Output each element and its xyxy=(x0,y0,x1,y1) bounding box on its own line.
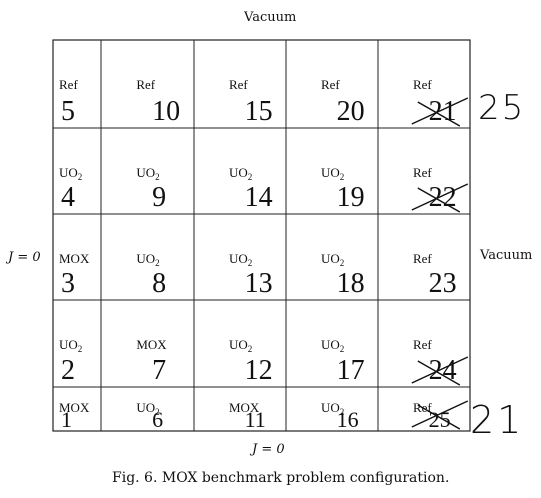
cell-material-label: UO2 xyxy=(136,251,159,268)
cross-out-stroke xyxy=(417,187,461,213)
cell-material-label: UO2 xyxy=(229,337,252,354)
cell-material-label: Ref xyxy=(136,77,155,92)
cell-material-label: UO2 xyxy=(59,165,82,182)
cell-material-label: Ref xyxy=(229,77,248,92)
cross-out-stroke xyxy=(411,97,469,125)
cross-out-stroke xyxy=(411,183,469,211)
grid-cell: MOX 3 xyxy=(59,251,90,299)
grid-cell: MOX 7 xyxy=(136,337,167,386)
handwritten-correction-top-right: 25 xyxy=(478,88,526,128)
cell-handwritten-number: 1 xyxy=(61,407,72,432)
figure-caption: Fig. 6. MOX benchmark problem configurat… xyxy=(112,470,450,486)
grid-cell: Ref 23 xyxy=(413,251,457,299)
cell-handwritten-number: 20 xyxy=(337,96,365,127)
cell-handwritten-number: 15 xyxy=(245,96,273,127)
cell-material-label: UO2 xyxy=(321,337,344,354)
cell-material-label: MOX xyxy=(136,337,167,352)
cell-handwritten-number: 14 xyxy=(245,182,273,213)
cross-out-stroke xyxy=(411,400,469,428)
cross-out-stroke xyxy=(411,356,469,384)
cell-handwritten-number: 10 xyxy=(152,96,180,127)
left-boundary-label: J = 0 xyxy=(8,250,41,265)
cell-material-label: UO2 xyxy=(229,251,252,268)
cell-material-label: Ref xyxy=(321,77,340,92)
cell-material-label: UO2 xyxy=(136,400,159,417)
cell-handwritten-number: 18 xyxy=(337,268,365,299)
cell-material-label: MOX xyxy=(229,400,260,415)
cell-material-label: Ref xyxy=(413,251,432,266)
cell-handwritten-number: 2 xyxy=(61,355,75,386)
cell-handwritten-number: 23 xyxy=(429,268,457,299)
cell-handwritten-number: 8 xyxy=(152,268,166,299)
cell-handwritten-number: 12 xyxy=(245,355,273,386)
grid-cell: Ref 15 xyxy=(229,77,273,127)
cell-material-label: Ref xyxy=(413,77,432,92)
cell-material-label: UO2 xyxy=(229,165,252,182)
cell-material-label: UO2 xyxy=(59,337,82,354)
cell-handwritten-number: 3 xyxy=(61,268,75,299)
cell-handwritten-number: 6 xyxy=(152,407,163,432)
cell-material-label: Ref xyxy=(59,77,78,92)
cell-material-label: MOX xyxy=(59,400,90,415)
cell-handwritten-number: 4 xyxy=(61,182,75,213)
grid-cell: Ref 10 xyxy=(136,77,180,127)
cell-material-label: Ref xyxy=(413,165,432,180)
cell-handwritten-number: 11 xyxy=(245,407,266,432)
cell-material-label: Ref xyxy=(413,337,432,352)
cell-handwritten-number: 7 xyxy=(152,355,166,386)
cross-out-stroke xyxy=(417,360,461,386)
cell-handwritten-number: 13 xyxy=(245,268,273,299)
handwritten-correction-bottom-right: 21 xyxy=(470,398,525,442)
grid-cell: Ref 5 xyxy=(59,77,78,127)
right-boundary-label: Vacuum xyxy=(480,248,533,263)
top-boundary-label: Vacuum xyxy=(244,10,297,25)
cell-material-label: UO2 xyxy=(321,165,344,182)
cell-material-label: UO2 xyxy=(321,400,344,417)
grid-cell: Ref 20 xyxy=(321,77,365,127)
cell-handwritten-number: 9 xyxy=(152,182,166,213)
cell-handwritten-number: 5 xyxy=(61,96,75,127)
bottom-boundary-label: J = 0 xyxy=(252,442,285,457)
cell-handwritten-number: 25 xyxy=(429,407,451,432)
cross-out-stroke xyxy=(417,101,461,127)
cell-material-label: UO2 xyxy=(136,165,159,182)
grid-border xyxy=(52,39,471,432)
cell-material-label: MOX xyxy=(59,251,90,266)
cell-material-label: UO2 xyxy=(321,251,344,268)
cell-handwritten-number: 16 xyxy=(337,407,359,432)
cell-handwritten-number: 19 xyxy=(337,182,365,213)
cell-handwritten-number: 17 xyxy=(337,355,365,386)
cross-out-stroke xyxy=(417,404,461,430)
